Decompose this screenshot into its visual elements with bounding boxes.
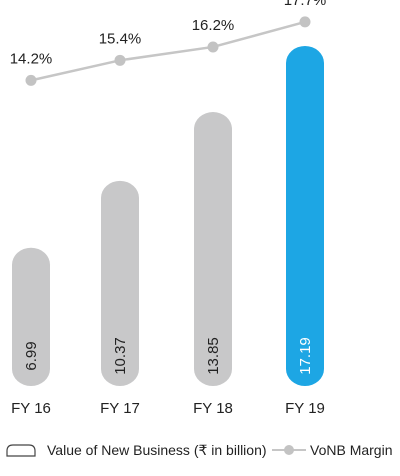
x-tick-label: FY 19 xyxy=(285,400,325,417)
margin-point xyxy=(299,16,311,28)
bars-layer: 6.99 10.37 13.85 17.19 xyxy=(12,46,324,387)
x-tick-label: FY 18 xyxy=(193,400,233,417)
bar-fy-16 xyxy=(12,247,50,386)
bar-value-label: 13.85 xyxy=(205,337,222,375)
margin-point xyxy=(114,54,126,66)
margin-line xyxy=(30,20,306,82)
margin-point xyxy=(207,41,219,53)
legend-line-label: VoNB Margin xyxy=(310,442,392,458)
margin-point xyxy=(25,74,37,86)
legend-bar-swatch-icon xyxy=(6,444,36,457)
legend-bar-label: Value of New Business (₹ in billion) xyxy=(47,442,267,458)
bar-value-label: 6.99 xyxy=(23,341,40,370)
margin-line-layer: 14.2% 15.4% 16.2% 17.7% xyxy=(10,0,327,86)
margin-value-label: 16.2% xyxy=(192,17,235,34)
x-axis-labels: FY 16 FY 17 FY 18 FY 19 xyxy=(11,400,325,417)
x-tick-label: FY 16 xyxy=(11,400,51,417)
legend-line-marker-icon xyxy=(284,445,294,455)
margin-value-label: 15.4% xyxy=(99,30,142,47)
bar-fy-17 xyxy=(101,180,139,386)
margin-value-label: 17.7% xyxy=(284,0,327,9)
legend: Value of New Business (₹ in billion) VoN… xyxy=(6,442,392,458)
bar-value-label: 17.19 xyxy=(297,337,314,375)
bar-fy-19 xyxy=(286,46,324,386)
margin-value-label: 14.2% xyxy=(10,50,53,67)
x-tick-label: FY 17 xyxy=(100,400,140,417)
bar-value-label: 10.37 xyxy=(112,337,129,375)
bar-fy-18 xyxy=(194,112,232,387)
